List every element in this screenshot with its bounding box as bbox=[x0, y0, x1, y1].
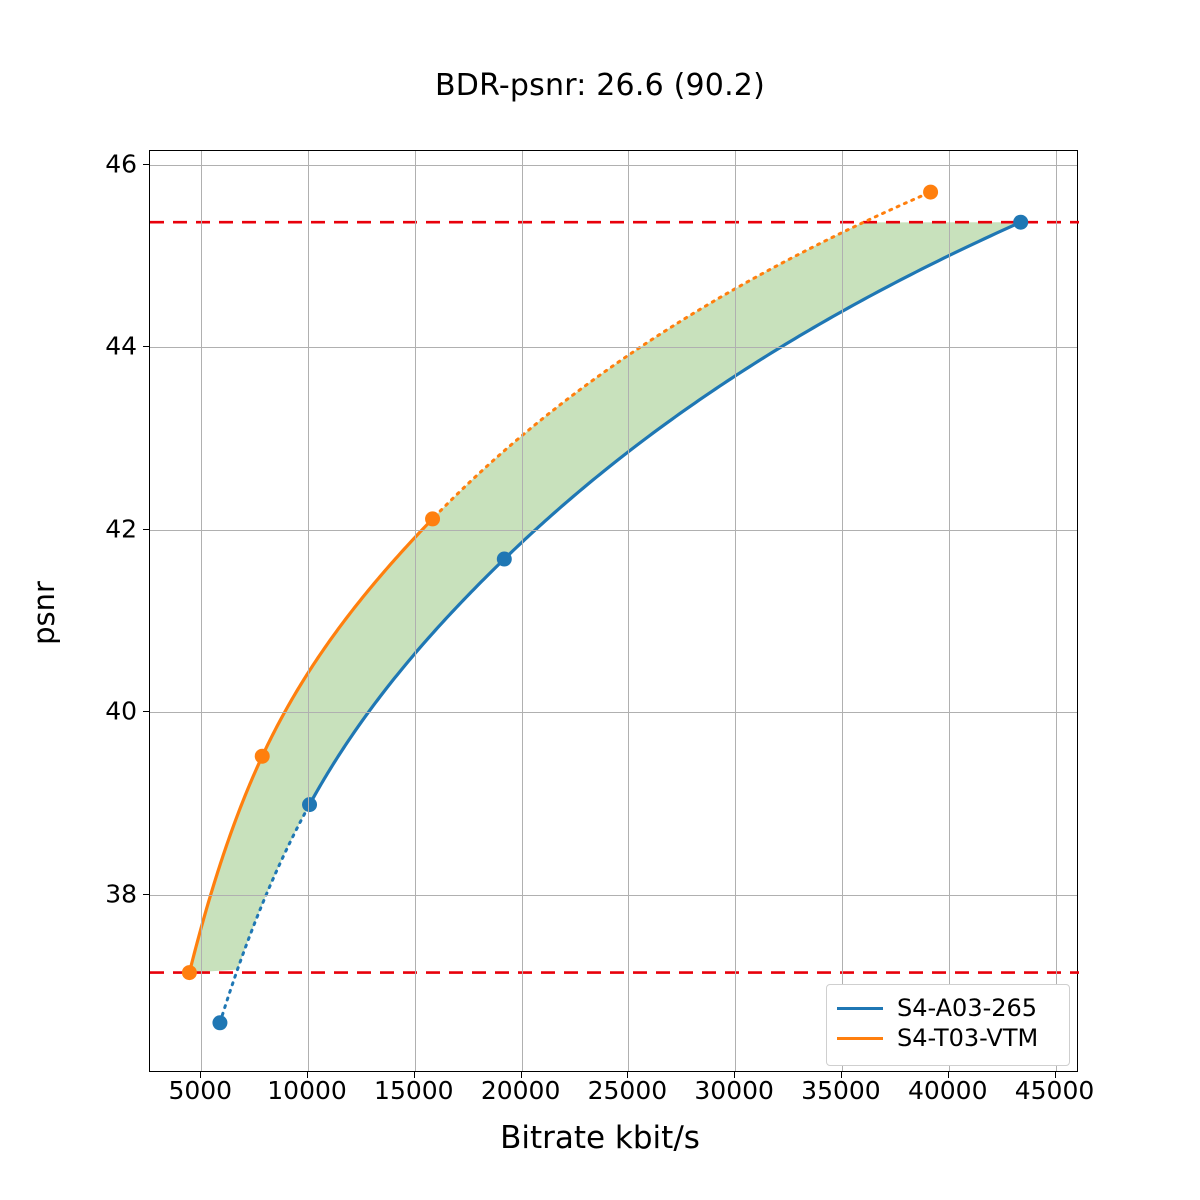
legend-label: S4-T03-VTM bbox=[897, 1024, 1039, 1052]
legend-item[interactable]: S4-A03-265 bbox=[837, 993, 1059, 1023]
x-tick-mark bbox=[947, 1072, 949, 1078]
y-tick-mark bbox=[143, 528, 149, 530]
y-tick-label: 38 bbox=[105, 879, 137, 909]
x-tick-label: 35000 bbox=[801, 1076, 881, 1105]
shaded-overlap-region bbox=[189, 222, 1021, 973]
legend-item[interactable]: S4-T03-VTM bbox=[837, 1023, 1059, 1053]
x-tick-mark bbox=[520, 1072, 522, 1078]
x-tick-mark bbox=[627, 1072, 629, 1078]
gridline-horizontal bbox=[150, 164, 1077, 166]
gridline-vertical bbox=[414, 151, 416, 1071]
gridline-vertical bbox=[1055, 151, 1057, 1071]
y-axis-label: psnr bbox=[27, 581, 61, 645]
gridline-vertical bbox=[628, 151, 630, 1071]
y-tick-label: 46 bbox=[105, 149, 137, 179]
series-line-dotted-s4-a03-265 bbox=[218, 805, 310, 1025]
data-point-marker[interactable] bbox=[181, 965, 197, 981]
x-tick-mark bbox=[734, 1072, 736, 1078]
data-point-marker[interactable] bbox=[212, 1015, 228, 1031]
y-tick-mark bbox=[143, 711, 149, 713]
x-tick-mark bbox=[413, 1072, 415, 1078]
x-tick-label: 5000 bbox=[168, 1076, 233, 1105]
y-tick-label: 40 bbox=[105, 696, 137, 726]
gridline-vertical bbox=[735, 151, 737, 1071]
legend-label: S4-A03-265 bbox=[897, 994, 1038, 1022]
gridline-horizontal bbox=[150, 712, 1077, 714]
x-tick-mark bbox=[1054, 1072, 1056, 1078]
x-tick-mark bbox=[307, 1072, 309, 1078]
gridline-vertical bbox=[521, 151, 523, 1071]
gridline-vertical bbox=[201, 151, 203, 1071]
x-tick-label: 15000 bbox=[374, 1076, 454, 1105]
gridline-vertical bbox=[308, 151, 310, 1071]
gridline-horizontal bbox=[150, 347, 1077, 349]
gridline-vertical bbox=[841, 151, 843, 1071]
data-point-marker[interactable] bbox=[923, 184, 939, 200]
x-tick-label: 25000 bbox=[587, 1076, 668, 1105]
gridline-horizontal bbox=[150, 529, 1077, 531]
y-tick-mark bbox=[143, 346, 149, 348]
legend-color-swatch bbox=[837, 1036, 883, 1040]
plot-area bbox=[149, 150, 1079, 1072]
chart-title: BDR-psnr: 26.6 (90.2) bbox=[434, 68, 765, 103]
x-tick-label: 10000 bbox=[267, 1076, 347, 1105]
chart-legend[interactable]: S4-A03-265 S4-T03-VTM bbox=[826, 984, 1070, 1066]
gridline-horizontal bbox=[150, 894, 1077, 896]
x-tick-label: 45000 bbox=[1014, 1076, 1095, 1105]
x-tick-label: 40000 bbox=[907, 1076, 988, 1105]
data-point-marker[interactable] bbox=[254, 748, 270, 764]
y-tick-mark bbox=[143, 893, 149, 895]
x-tick-label: 30000 bbox=[694, 1076, 774, 1105]
data-point-marker[interactable] bbox=[1013, 214, 1029, 230]
x-axis-label: Bitrate kbit/s bbox=[500, 1120, 700, 1156]
legend-color-swatch bbox=[837, 1006, 883, 1010]
x-tick-label: 20000 bbox=[480, 1076, 561, 1105]
series-line-s4-a03-265 bbox=[308, 220, 1022, 806]
data-point-marker[interactable] bbox=[425, 511, 441, 527]
y-tick-mark bbox=[143, 163, 149, 165]
gridline-vertical bbox=[948, 151, 950, 1071]
y-tick-label: 44 bbox=[105, 331, 137, 361]
x-tick-mark bbox=[200, 1072, 202, 1078]
plot-canvas bbox=[150, 184, 1079, 1031]
x-tick-mark bbox=[840, 1072, 842, 1078]
series-line-s4-t03-vtm bbox=[187, 518, 434, 973]
y-tick-label: 42 bbox=[105, 514, 137, 544]
data-point-marker[interactable] bbox=[302, 797, 318, 813]
data-point-marker[interactable] bbox=[496, 551, 512, 567]
